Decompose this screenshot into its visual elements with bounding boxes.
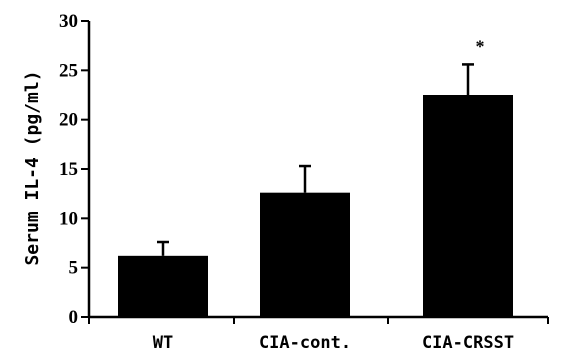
bar-0 xyxy=(118,255,208,317)
y-tick-label-5: 25 xyxy=(59,60,78,81)
bar-1 xyxy=(260,192,350,317)
y-tick-label-1: 5 xyxy=(69,258,79,279)
x-tick-label-0: WT xyxy=(153,333,173,353)
bar-2 xyxy=(423,95,513,317)
y-tick-label-4: 20 xyxy=(59,110,78,131)
significance-marker-2: * xyxy=(476,36,485,56)
y-tick-label-3: 15 xyxy=(59,159,78,180)
x-tick-label-2: CIA-CRSST xyxy=(422,333,514,353)
plot-area: WT CIA-cont. * CIA-CRSST 0 5 10 15 20 25 30 xyxy=(59,11,549,353)
y-tick-label-2: 10 xyxy=(59,208,78,229)
y-tick-label-6: 30 xyxy=(59,11,78,32)
y-tick-label-0: 0 xyxy=(69,307,79,328)
x-tick-label-1: CIA-cont. xyxy=(259,333,351,353)
y-axis-title: Serum IL-4 (pg/ml) xyxy=(22,70,43,265)
